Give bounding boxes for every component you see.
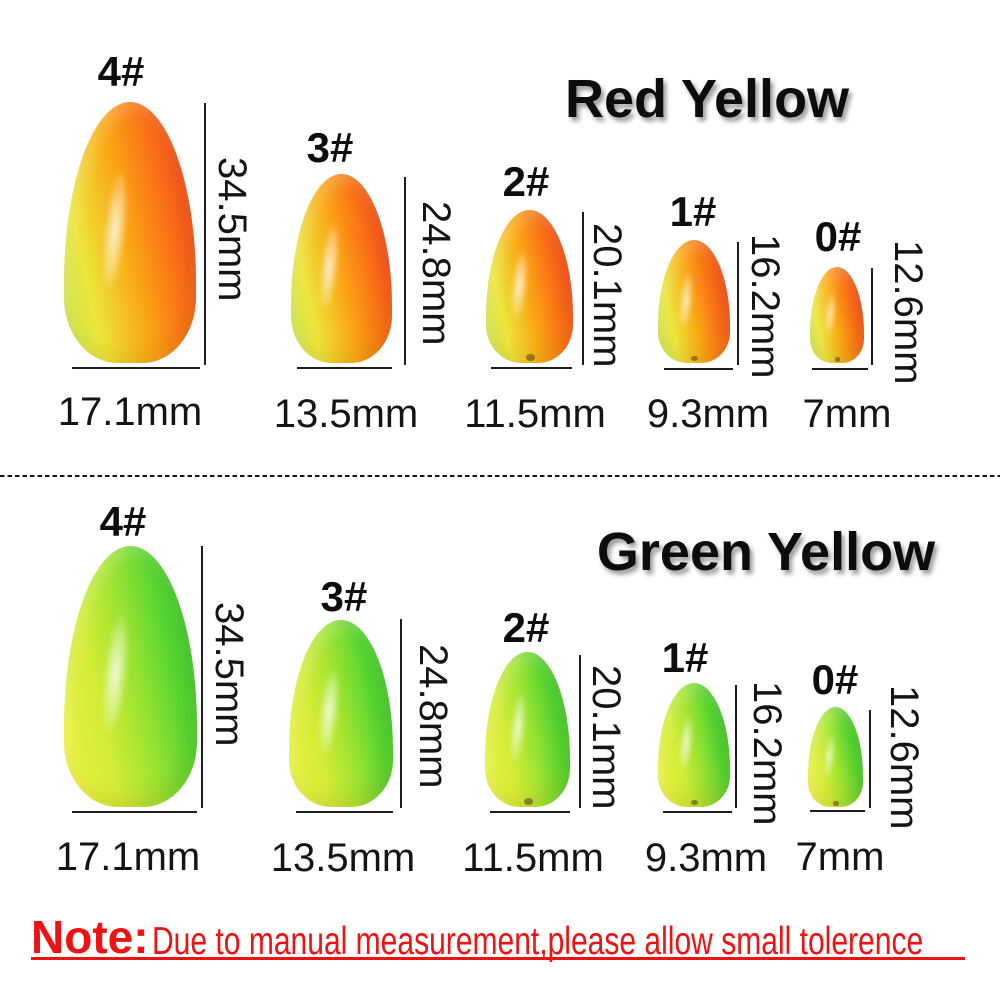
width-measure-line bbox=[664, 368, 733, 370]
float-bead-green-yellow-1 bbox=[658, 683, 730, 807]
float-bead-red-yellow-0 bbox=[810, 267, 864, 363]
note-text: Due to manual measurement,please allow s… bbox=[152, 920, 924, 963]
width-value: 11.5mm bbox=[464, 392, 606, 436]
height-value: 16.2mm bbox=[743, 234, 787, 379]
width-value: 9.3mm bbox=[646, 392, 770, 436]
height-measure-line bbox=[582, 212, 584, 365]
bead-hole bbox=[526, 353, 535, 361]
float-bead-red-yellow-3 bbox=[291, 174, 392, 363]
size-label: 0# bbox=[811, 656, 859, 703]
width-value: 17.1mm bbox=[55, 835, 201, 879]
bead-hole bbox=[691, 355, 699, 362]
width-value: 7mm bbox=[802, 392, 892, 436]
width-measure-line bbox=[72, 367, 200, 369]
height-value: 12.6mm bbox=[882, 685, 926, 830]
height-measure-line bbox=[201, 546, 203, 808]
section-title: Green Yellow bbox=[596, 522, 936, 582]
height-value: 34.5mm bbox=[207, 602, 251, 747]
size-label: 1# bbox=[661, 634, 709, 681]
width-value: 11.5mm bbox=[462, 836, 604, 880]
bead-hole bbox=[691, 799, 699, 806]
width-measure-line bbox=[72, 811, 197, 813]
width-measure-line bbox=[297, 367, 392, 369]
width-value: 7mm bbox=[795, 835, 885, 879]
width-measure-line bbox=[810, 810, 865, 812]
float-bead-green-yellow-3 bbox=[289, 620, 393, 807]
height-value: 16.2mm bbox=[745, 681, 789, 826]
height-value: 24.8mm bbox=[414, 201, 458, 346]
width-value: 13.5mm bbox=[273, 392, 419, 436]
float-bead-green-yellow-0 bbox=[808, 707, 863, 807]
note-prefix: Note: bbox=[31, 911, 149, 963]
width-measure-line bbox=[490, 811, 570, 813]
size-label: 4# bbox=[99, 498, 147, 545]
size-label: 0# bbox=[814, 213, 862, 260]
size-label: 1# bbox=[669, 188, 717, 235]
bead-hole bbox=[834, 357, 841, 362]
bead-hole bbox=[524, 797, 533, 805]
note-underline bbox=[31, 957, 965, 960]
float-bead-green-yellow-4 bbox=[64, 546, 197, 807]
height-measure-line bbox=[735, 685, 737, 808]
section-title: Red Yellow bbox=[564, 69, 850, 129]
height-value: 20.1mm bbox=[584, 665, 628, 810]
float-bead-red-yellow-2 bbox=[486, 210, 573, 363]
size-label: 3# bbox=[320, 573, 368, 620]
height-value: 34.5mm bbox=[210, 157, 254, 302]
height-value: 20.1mm bbox=[585, 223, 629, 368]
height-value: 12.6mm bbox=[886, 240, 930, 385]
width-value: 13.5mm bbox=[270, 836, 416, 880]
size-label: 2# bbox=[502, 158, 550, 205]
width-measure-line bbox=[491, 367, 572, 369]
bead-hole bbox=[833, 801, 839, 806]
float-bead-red-yellow-4 bbox=[64, 102, 196, 363]
size-label: 3# bbox=[306, 124, 354, 171]
height-measure-line bbox=[204, 103, 206, 365]
float-bead-green-yellow-2 bbox=[485, 652, 570, 807]
height-value: 24.8mm bbox=[411, 644, 455, 789]
size-label: 4# bbox=[97, 48, 145, 95]
height-measure-line bbox=[737, 242, 739, 365]
float-bead-red-yellow-1 bbox=[658, 240, 730, 363]
width-measure-line bbox=[296, 811, 393, 813]
height-measure-line bbox=[400, 619, 402, 808]
height-measure-line bbox=[579, 655, 581, 808]
width-value: 17.1mm bbox=[57, 390, 203, 434]
height-measure-line bbox=[404, 177, 406, 365]
width-value: 9.3mm bbox=[644, 836, 768, 880]
width-measure-line bbox=[663, 811, 732, 813]
size-label: 2# bbox=[502, 604, 550, 651]
width-measure-line bbox=[812, 368, 868, 370]
height-measure-line bbox=[869, 710, 871, 808]
dashed-divider bbox=[0, 475, 1000, 477]
height-measure-line bbox=[871, 268, 873, 365]
